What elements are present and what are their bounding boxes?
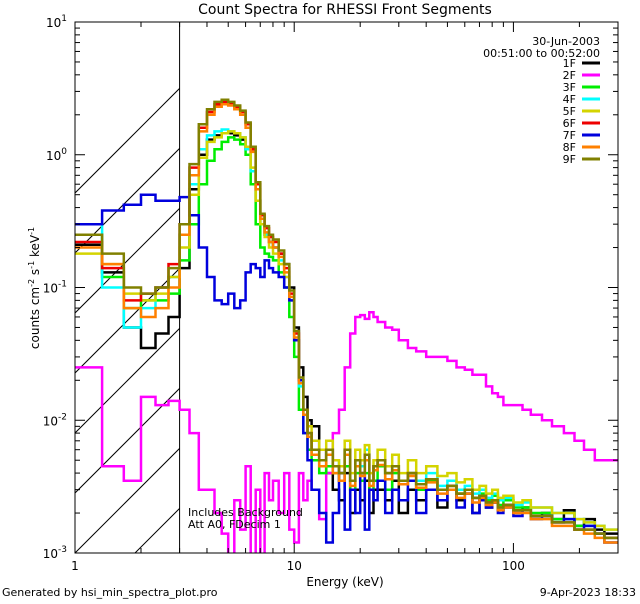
legend-label-1F: 1F (563, 57, 576, 70)
hatch-line (75, 267, 180, 374)
y-tick-base: 10 (46, 149, 61, 163)
y-tick-base: 10 (43, 547, 58, 561)
series-line-7F (75, 193, 618, 544)
hatch-line (75, 387, 180, 494)
y-tick-label: 10-2 (43, 412, 67, 428)
generation-timestamp: 9-Apr-2023 18:33 (540, 586, 636, 599)
hatch-line (615, 0, 640, 553)
legend-label-8F: 8F (563, 141, 576, 154)
x-tick-label: 100 (502, 559, 525, 573)
annotation-background: Includes Background (188, 506, 303, 519)
legend-label-7F: 7F (563, 129, 576, 142)
y-tick-label: 10-3 (43, 545, 67, 561)
series-line-8F (75, 103, 618, 544)
series-line-1F (75, 132, 618, 535)
y-tick-label: 100 (46, 147, 67, 163)
y-tick-exp: -2 (58, 412, 67, 422)
hatch-line (375, 0, 640, 553)
y-tick-exp: -1 (58, 280, 67, 290)
hatch-line (75, 207, 180, 314)
y-axis-label: counts cm-2 s-1 keV-1 (27, 227, 42, 349)
hatch-line (435, 0, 640, 553)
generated-by-text: Generated by hsi_min_spectra_plot.pro (2, 586, 218, 599)
legend-label-6F: 6F (563, 117, 576, 130)
y-tick-label: 10-1 (43, 280, 67, 296)
legend-label-9F: 9F (563, 153, 576, 166)
chart-title: Count Spectra for RHESSI Front Segments (198, 2, 492, 18)
legend-label-3F: 3F (563, 81, 576, 94)
x-tick-label: 1 (71, 559, 79, 573)
y-tick-label: 101 (46, 14, 67, 30)
y-tick-base: 10 (43, 282, 58, 296)
annotation-attenuator: Att A0, FDecim 1 (188, 518, 281, 531)
hatch-lines (75, 0, 640, 553)
x-tick-label: 10 (287, 559, 302, 573)
y-tick-base: 10 (43, 414, 58, 428)
y-tick-base: 10 (46, 16, 61, 30)
series-line-2F (75, 311, 618, 553)
legend-label-2F: 2F (563, 69, 576, 82)
observation-time-range: 00:51:00 to 00:52:00 (483, 47, 600, 60)
legend-label-5F: 5F (563, 105, 576, 118)
series-line-4F (75, 128, 618, 531)
y-tick-exp: 1 (61, 14, 67, 24)
series-line-9F (75, 98, 618, 540)
hatch-line (75, 447, 180, 553)
observation-date: 30-Jun-2003 (532, 35, 600, 48)
legend-label-4F: 4F (563, 93, 576, 106)
y-tick-exp: -3 (58, 545, 67, 555)
y-tick-exp: 0 (61, 147, 67, 157)
x-axis-label: Energy (keV) (306, 575, 383, 589)
series-group (75, 98, 618, 553)
series-line-5F (75, 130, 618, 531)
